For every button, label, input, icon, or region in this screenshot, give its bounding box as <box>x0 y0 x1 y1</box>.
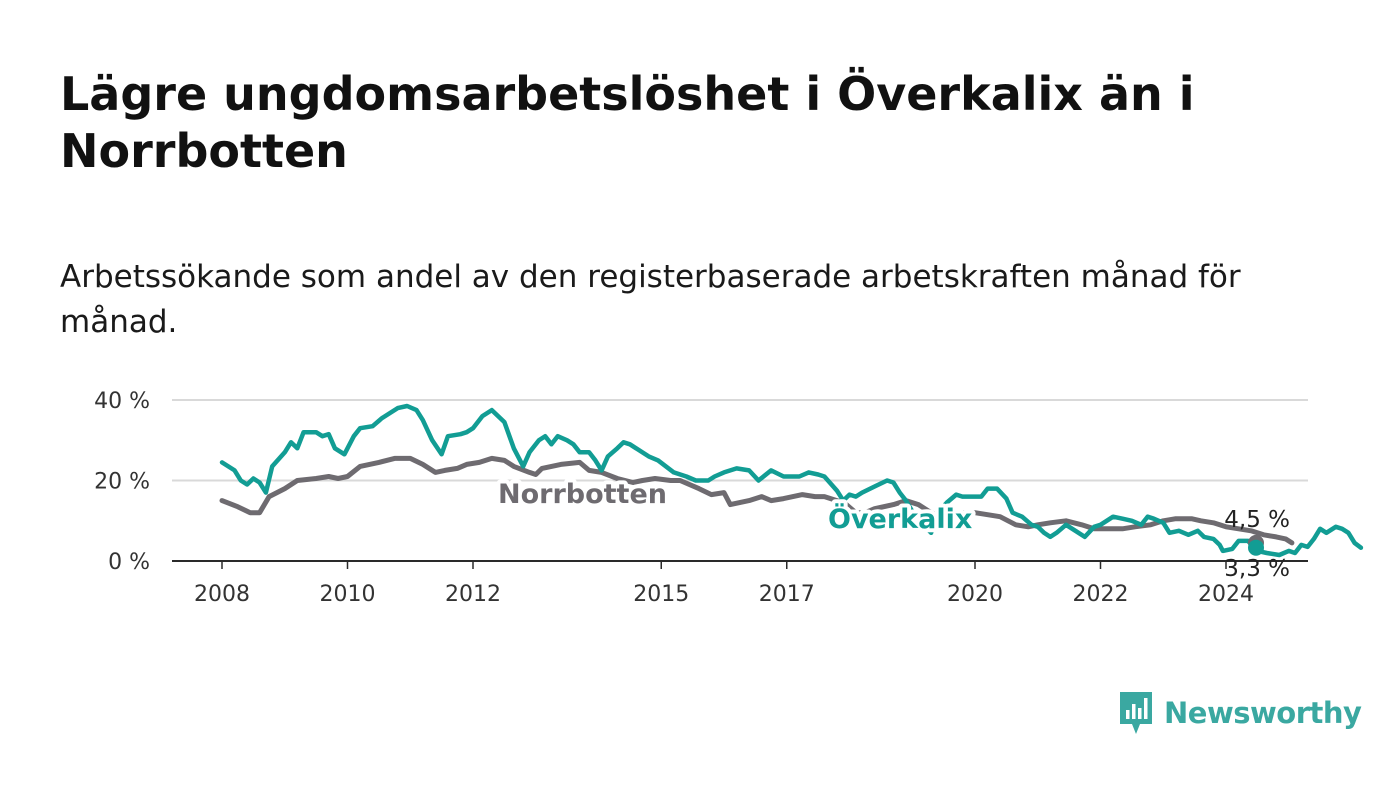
y-tick-label: 0 % <box>108 550 150 575</box>
series-label-halo: Överkalix <box>828 502 972 535</box>
x-tick-label: 2015 <box>633 582 689 607</box>
brand-name: Newsworthy <box>1164 696 1362 730</box>
x-axis-ticks: 2008 2010 2012 2015 2017 2020 2022 2024 <box>194 561 1254 607</box>
y-tick-label: 20 % <box>94 470 150 495</box>
series-label: Överkalix <box>828 502 972 535</box>
series-label-halo: Norrbotten <box>498 479 667 510</box>
end-markers: 4,5 % 3,3 % <box>1224 507 1290 582</box>
newsworthy-logo: Newsworthy <box>1118 690 1362 736</box>
bar-chart-logo-icon <box>1120 692 1152 734</box>
y-axis-ticks: 0 % 20 % 40 % <box>94 389 150 575</box>
chart-subtitle: Arbetssökande som andel av den registerb… <box>60 259 1241 340</box>
x-tick-label: 2022 <box>1073 582 1129 607</box>
x-tick-label: 2020 <box>947 582 1003 607</box>
x-tick-label: 2010 <box>320 582 376 607</box>
x-tick-label: 2017 <box>759 582 815 607</box>
series-line-overkalix <box>219 403 1364 558</box>
end-value-label: 3,3 % <box>1224 556 1290 582</box>
chart-title: Lägre ungdomsarbetslöshet i Överkalix än… <box>60 67 1195 178</box>
end-value-label: 4,5 % <box>1224 507 1290 533</box>
series-lines <box>219 403 1364 558</box>
y-tick-label: 40 % <box>94 389 150 414</box>
x-tick-label: 2008 <box>194 582 250 607</box>
gridlines <box>172 399 1308 562</box>
end-point-marker <box>1248 539 1264 556</box>
x-tick-label: 2024 <box>1198 582 1254 607</box>
series-label: Norrbotten <box>498 479 667 510</box>
x-tick-label: 2012 <box>445 582 501 607</box>
series-line-norrbotten <box>219 455 1295 546</box>
line-chart: 0 % 20 % 40 % 2008 2010 2012 2015 2017 2020 2022… <box>94 389 1364 607</box>
